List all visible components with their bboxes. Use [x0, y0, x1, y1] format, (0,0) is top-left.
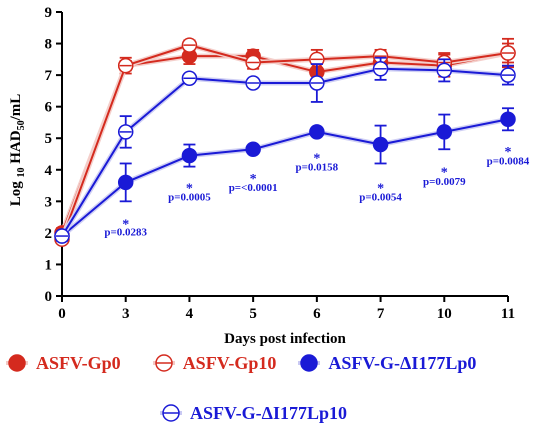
data-point [436, 124, 453, 140]
significance-star: * [313, 151, 320, 166]
x-tick-label: 5 [249, 306, 257, 322]
p-value-label: p=0.0158 [296, 162, 339, 174]
legend-row-2: ASFV-G-ΔI177Lp10 [160, 402, 361, 424]
p-value-label: p=0.0084 [487, 155, 530, 167]
legend-marker-filled-blue [298, 354, 321, 372]
series-layer [54, 37, 516, 247]
legend-marker-open-red [152, 354, 175, 372]
significance-star: * [186, 181, 193, 196]
p-value-label: p=0.0079 [423, 176, 466, 188]
legend-marker-filled-red [6, 354, 28, 372]
legend-label: ASFV-Gp0 [36, 352, 121, 373]
y-tick-label: 0 [45, 289, 53, 305]
significance-star: * [505, 145, 512, 160]
x-tick-label: 0 [58, 306, 66, 322]
legend-item: ASFV-G-ΔI177Lp0 [298, 352, 476, 374]
series-line-halo [59, 66, 509, 238]
legend-label: ASFV-Gp10 [182, 352, 277, 373]
y-tick-label: 1 [45, 257, 53, 273]
p-value-label: p=<0.0001 [229, 182, 278, 194]
legend-marker-open-blue [160, 404, 182, 422]
y-tick-label: 9 [45, 5, 53, 21]
legend-label: ASFV-G-ΔI177Lp10 [190, 402, 347, 423]
significance-star: * [122, 218, 129, 233]
legend-item: ASFV-Gp10 [152, 352, 277, 374]
legend-item: ASFV-Gp0 [6, 352, 121, 374]
x-tick-label: 7 [377, 306, 385, 322]
significance-star: * [377, 181, 384, 196]
data-point [500, 111, 516, 128]
annotation-layer: *p=0.0283*p=0.0005*p=<0.0001*p=0.0158*p=… [104, 145, 529, 238]
axes: 0 1 2 3 4 5 6 7 8 9 0 3 4 5 6 7 10 11 [45, 5, 516, 322]
legend-item: ASFV-G-ΔI177Lp10 [160, 402, 347, 424]
y-tick-label: 6 [45, 100, 53, 116]
y-tick-label: 4 [45, 163, 53, 179]
data-point [117, 174, 134, 191]
data-point [245, 141, 261, 158]
y-tick-label: 3 [45, 194, 53, 210]
x-axis-title: Days post infection [224, 331, 346, 347]
data-point [372, 136, 389, 153]
significance-star: * [441, 166, 448, 181]
legend-row-1: ASFV-Gp0 ASFV-Gp10 ASFV-G-ΔI177Lp0 [6, 352, 490, 374]
p-value-label: p=0.0054 [359, 192, 402, 204]
y-tick-label: 5 [45, 131, 53, 147]
x-tick-label: 3 [122, 306, 130, 322]
x-tick-label: 10 [437, 306, 452, 322]
y-tick-label: 8 [45, 37, 53, 53]
y-tick-label: 2 [45, 226, 53, 242]
p-value-label: p=0.0283 [104, 226, 147, 238]
legend-label: ASFV-G-ΔI177Lp0 [328, 352, 477, 373]
p-value-label: p=0.0005 [168, 192, 211, 204]
series-line [61, 118, 509, 237]
x-tick-label: 4 [186, 306, 194, 322]
data-point [181, 147, 198, 164]
series-line [61, 44, 509, 240]
x-tick-label: 6 [313, 306, 321, 322]
series-4 [54, 56, 516, 244]
data-point [309, 124, 325, 140]
y-tick-label: 7 [45, 68, 53, 84]
significance-star: * [250, 172, 257, 187]
series-line [61, 67, 509, 237]
y-axis-title: Log 10 HAD50/mL [8, 94, 27, 207]
x-tick-label: 11 [501, 306, 515, 322]
